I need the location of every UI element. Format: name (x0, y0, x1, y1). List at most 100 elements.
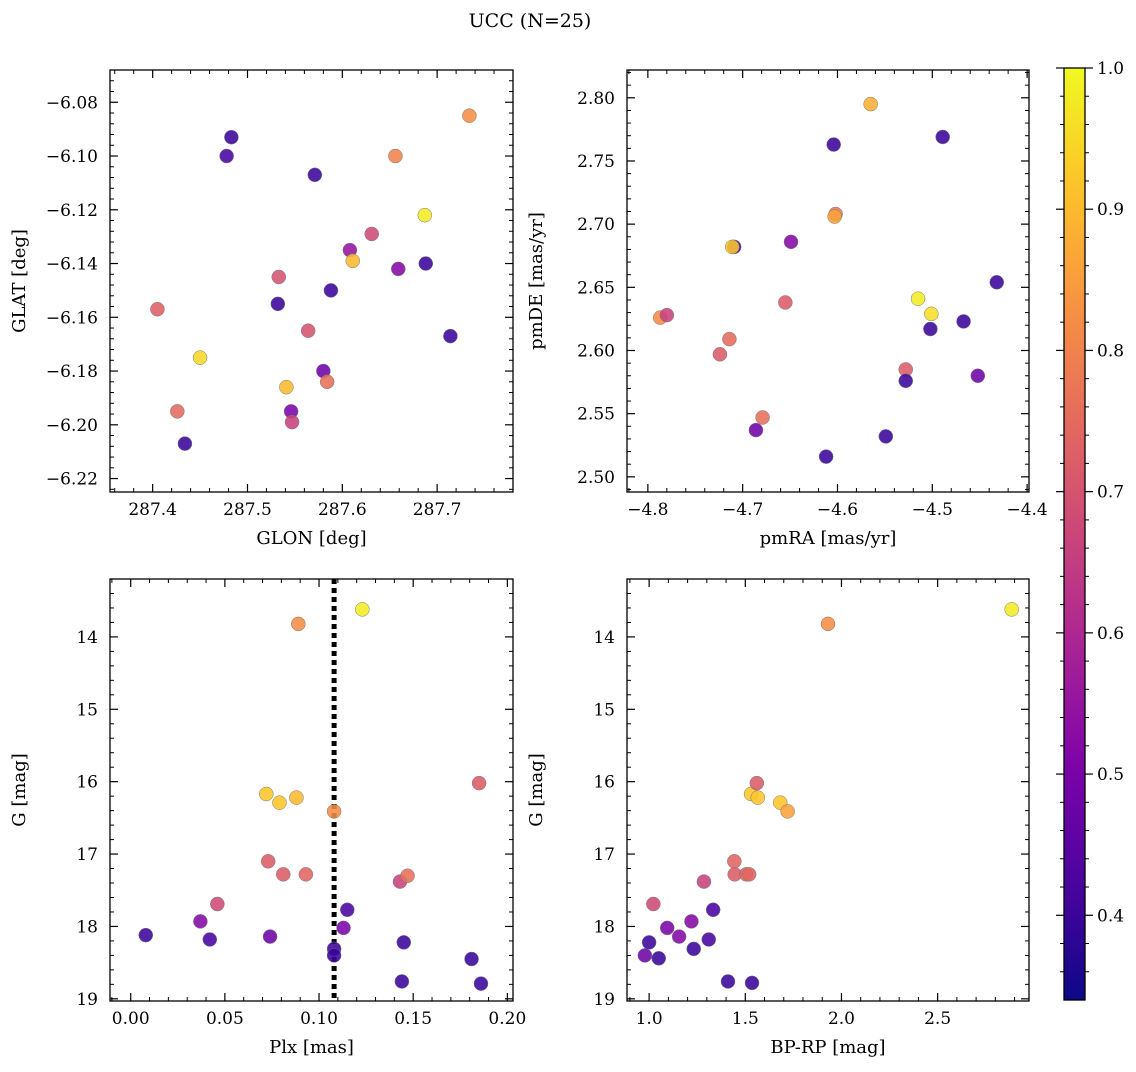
data-point (659, 307, 675, 323)
data-point (659, 920, 675, 936)
data-point (345, 253, 360, 269)
data-point (193, 914, 208, 929)
data-point (989, 275, 1005, 290)
data-point (364, 226, 379, 242)
y-tick-label: 14 (76, 628, 98, 648)
data-point (323, 283, 339, 298)
data-point (418, 256, 434, 271)
data-point (741, 867, 757, 882)
data-point (722, 331, 737, 347)
y-tick-label: 17 (593, 845, 615, 865)
data-point (712, 347, 728, 362)
data-point (749, 775, 765, 791)
data-point (820, 616, 836, 632)
data-point (336, 920, 351, 936)
data-point (727, 854, 742, 869)
colorbar-tick-label: 0.4 (1097, 906, 1124, 926)
data-point (396, 935, 412, 950)
data-point (202, 932, 218, 947)
data-point (177, 436, 193, 451)
data-point (260, 854, 276, 869)
data-point (443, 328, 458, 344)
y-axis-label: pmDE [mas/yr] (526, 212, 547, 350)
data-point (748, 422, 764, 438)
colorbar-tick-label: 0.5 (1097, 765, 1124, 785)
y-tick-label: −6.20 (46, 416, 98, 436)
panel-cmd: 1.0 1.5 2.0 2.5 14 15 16 17 18 19 BP-RP [mag] G [ma… (526, 578, 1030, 1058)
x-tick-label: 0.05 (206, 1009, 244, 1029)
y-tick-label: 2.80 (577, 89, 615, 109)
data-point (878, 429, 894, 444)
y-tick-label: 2.50 (577, 468, 615, 488)
data-point (284, 414, 300, 430)
data-point (646, 896, 661, 912)
panel-pm: −4.8 −4.7 −4.6 −4.5 −4.4 2.50 2.55 2.60 2.65 2.70… (526, 69, 1048, 549)
data-point (388, 148, 403, 164)
data-point (289, 790, 304, 805)
data-point (319, 374, 335, 390)
data-point (279, 379, 294, 395)
data-point (724, 239, 740, 255)
x-tick-label: 2.5 (924, 1009, 951, 1029)
data-point (340, 902, 355, 918)
data-point (219, 148, 234, 164)
data-point (355, 602, 370, 617)
colorbar-tick-label: 1.0 (1097, 59, 1124, 79)
data-point (910, 291, 926, 306)
data-point (923, 321, 938, 337)
axes-frame (626, 578, 1030, 1002)
panel-sky: 287.4 287.5 287.6 287.7 −6.22 −6.20 −6.18 −6.16… (9, 69, 514, 549)
data-point (224, 129, 239, 145)
x-tick-label: −4.6 (817, 500, 858, 520)
data-point (270, 296, 286, 312)
axes-frame (109, 578, 514, 1002)
x-axis-label: BP-RP [mag] (770, 1037, 885, 1058)
x-tick-label: −4.4 (1006, 500, 1047, 520)
data-point (641, 935, 657, 950)
x-tick-label: 1.5 (732, 1009, 759, 1029)
x-tick-label: −4.8 (627, 500, 668, 520)
y-tick-label: 19 (76, 990, 98, 1010)
x-tick-label: 2.0 (828, 1009, 855, 1029)
axes-frame (109, 69, 514, 493)
data-point (473, 976, 489, 991)
data-point (400, 868, 415, 884)
data-point (471, 775, 487, 791)
colorbar-tick-label: 0.8 (1097, 341, 1124, 361)
panel-plx: 0.00 0.05 0.10 0.15 0.20 14 15 16 17 18 19 Plx [mas… (9, 578, 526, 1058)
y-tick-label: 18 (593, 917, 615, 937)
y-tick-label: 17 (76, 845, 98, 865)
x-tick-label: 0.20 (488, 1009, 526, 1029)
data-point (935, 129, 950, 145)
colorbar: 0.4 0.5 0.6 0.7 0.8 0.9 1.0 (1056, 59, 1124, 1001)
data-point (391, 261, 406, 277)
data-point (276, 867, 291, 882)
y-tick-label: 18 (76, 917, 98, 937)
colorbar-strip (1063, 67, 1086, 1001)
data-point (686, 941, 701, 957)
data-point (720, 974, 736, 989)
data-point (464, 951, 479, 967)
y-tick-label: −6.18 (46, 362, 98, 382)
data-point (262, 929, 278, 944)
y-axis-label: GLAT [deg] (9, 229, 30, 333)
x-axis-label: Plx [mas] (269, 1037, 354, 1058)
data-point (684, 914, 699, 929)
y-tick-label: 16 (593, 773, 615, 793)
colorbar-tick-label: 0.9 (1097, 200, 1124, 220)
x-tick-label: 0.10 (300, 1009, 338, 1029)
data-point (1004, 602, 1019, 617)
data-point (651, 951, 666, 966)
data-point (394, 974, 410, 989)
data-point (138, 927, 154, 943)
data-point (778, 295, 793, 310)
x-tick-label: 0.00 (112, 1009, 150, 1029)
y-tick-label: 2.75 (577, 152, 615, 172)
x-tick-label: 287.5 (223, 500, 272, 520)
data-point (272, 795, 287, 810)
y-axis-label: G [mag] (526, 753, 547, 826)
data-point (298, 867, 314, 882)
y-tick-label: 2.70 (577, 215, 615, 235)
data-point (326, 804, 342, 819)
y-tick-label: −6.14 (46, 255, 98, 275)
